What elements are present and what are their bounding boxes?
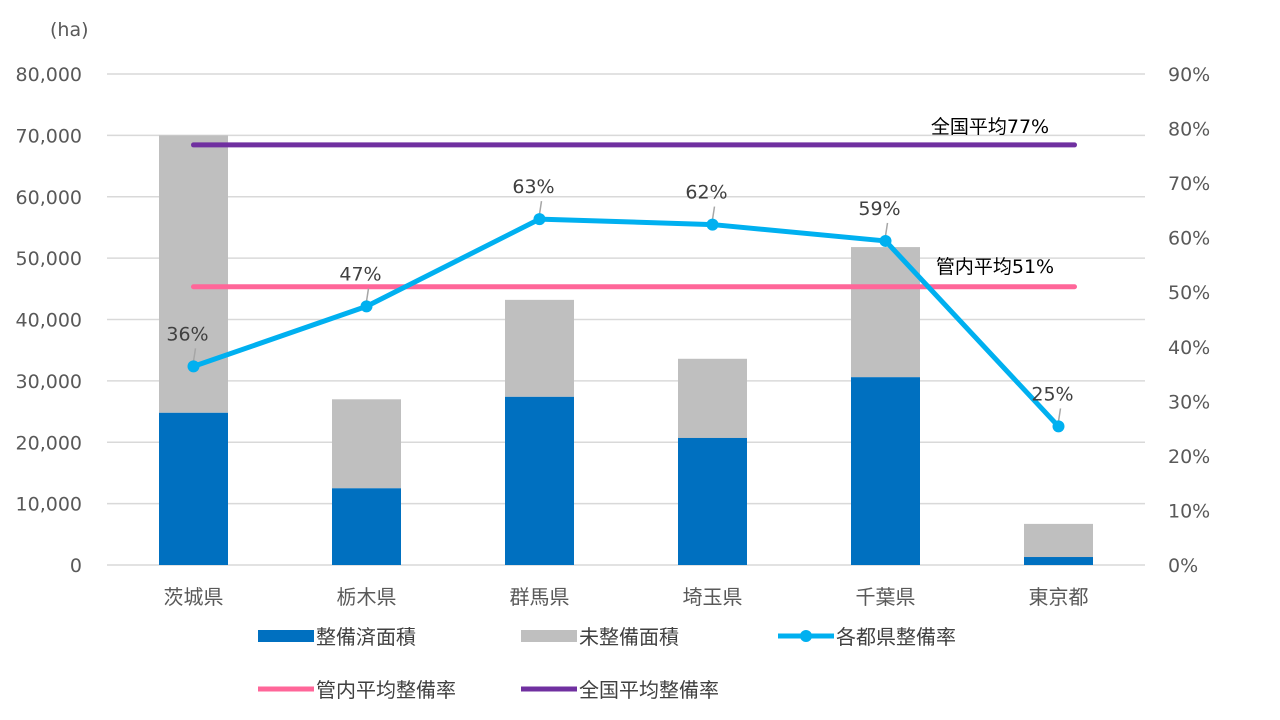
y2-tick-label: 20%	[1168, 446, 1210, 468]
y-tick-label: 50,000	[16, 248, 82, 270]
bar-developed	[159, 412, 228, 565]
rate-point	[533, 213, 546, 226]
data-label-leader	[538, 201, 543, 215]
legend-label: 管内平均整備率	[316, 678, 456, 702]
bar-undeveloped	[678, 358, 747, 438]
legend-label: 各都県整備率	[836, 625, 956, 649]
rate-data-label: 62%	[685, 182, 727, 204]
x-tick-label: 埼玉県	[683, 585, 743, 609]
rate-line	[192, 216, 1061, 429]
y-tick-label: 20,000	[16, 432, 82, 454]
legend-label: 未整備面積	[579, 625, 679, 649]
y2-tick-label: 80%	[1168, 119, 1210, 141]
legend-swatch	[258, 630, 314, 642]
y-unit-label: (ha)	[50, 19, 89, 41]
data-label-leader	[884, 222, 889, 237]
y2-tick-label: 70%	[1168, 173, 1210, 195]
y2-tick-label: 90%	[1168, 64, 1210, 86]
y2-tick-label: 40%	[1168, 337, 1210, 359]
y-tick-label: 30,000	[16, 371, 82, 393]
national-average-label: 全国平均77%	[931, 116, 1049, 138]
rate-data-label: 36%	[166, 323, 208, 345]
x-tick-label: 群馬県	[510, 585, 570, 609]
x-tick-label: 栃木県	[337, 585, 397, 609]
data-label-leader	[192, 348, 197, 362]
y-tick-label: 60,000	[16, 187, 82, 209]
bar-undeveloped	[332, 399, 401, 489]
y2-tick-label: 60%	[1168, 228, 1210, 250]
y2-tick-label: 10%	[1168, 500, 1210, 522]
rate-point	[187, 360, 200, 373]
rate-point	[360, 300, 373, 313]
y2-tick-label: 30%	[1168, 391, 1210, 413]
rate-data-label: 25%	[1031, 383, 1073, 405]
y-tick-label: 40,000	[16, 310, 82, 332]
bar-developed	[851, 377, 920, 565]
y-tick-label: 70,000	[16, 125, 82, 147]
data-label-leader	[1057, 408, 1062, 422]
data-label-leader	[365, 288, 370, 302]
rate-point	[706, 218, 719, 231]
rate-point	[1052, 420, 1065, 433]
x-tick-label: 東京都	[1029, 585, 1089, 609]
x-tick-label: 千葉県	[856, 585, 916, 609]
rate-data-label: 63%	[512, 176, 554, 198]
bar-developed	[332, 488, 401, 565]
legend-marker	[800, 630, 812, 642]
rate-data-label: 47%	[339, 263, 381, 285]
bar-undeveloped	[505, 299, 574, 397]
bar-undeveloped	[1024, 523, 1093, 558]
y-tick-label: 10,000	[16, 494, 82, 516]
bar-developed	[1024, 557, 1093, 565]
rate-point	[879, 234, 892, 247]
y2-tick-label: 50%	[1168, 282, 1210, 304]
y-tick-label: 80,000	[16, 64, 82, 86]
bar-developed	[678, 437, 747, 565]
rate-data-label: 59%	[858, 198, 900, 220]
regional-average-label: 管内平均51%	[936, 256, 1054, 278]
legend-swatch	[521, 630, 577, 642]
legend-label: 全国平均整備率	[579, 678, 719, 702]
y-tick-label: 0	[70, 555, 82, 577]
bar-developed	[505, 396, 574, 565]
legend-label: 整備済面積	[316, 625, 416, 649]
x-tick-label: 茨城県	[164, 585, 224, 609]
data-label-leader	[711, 206, 716, 220]
y2-tick-label: 0%	[1168, 555, 1198, 577]
